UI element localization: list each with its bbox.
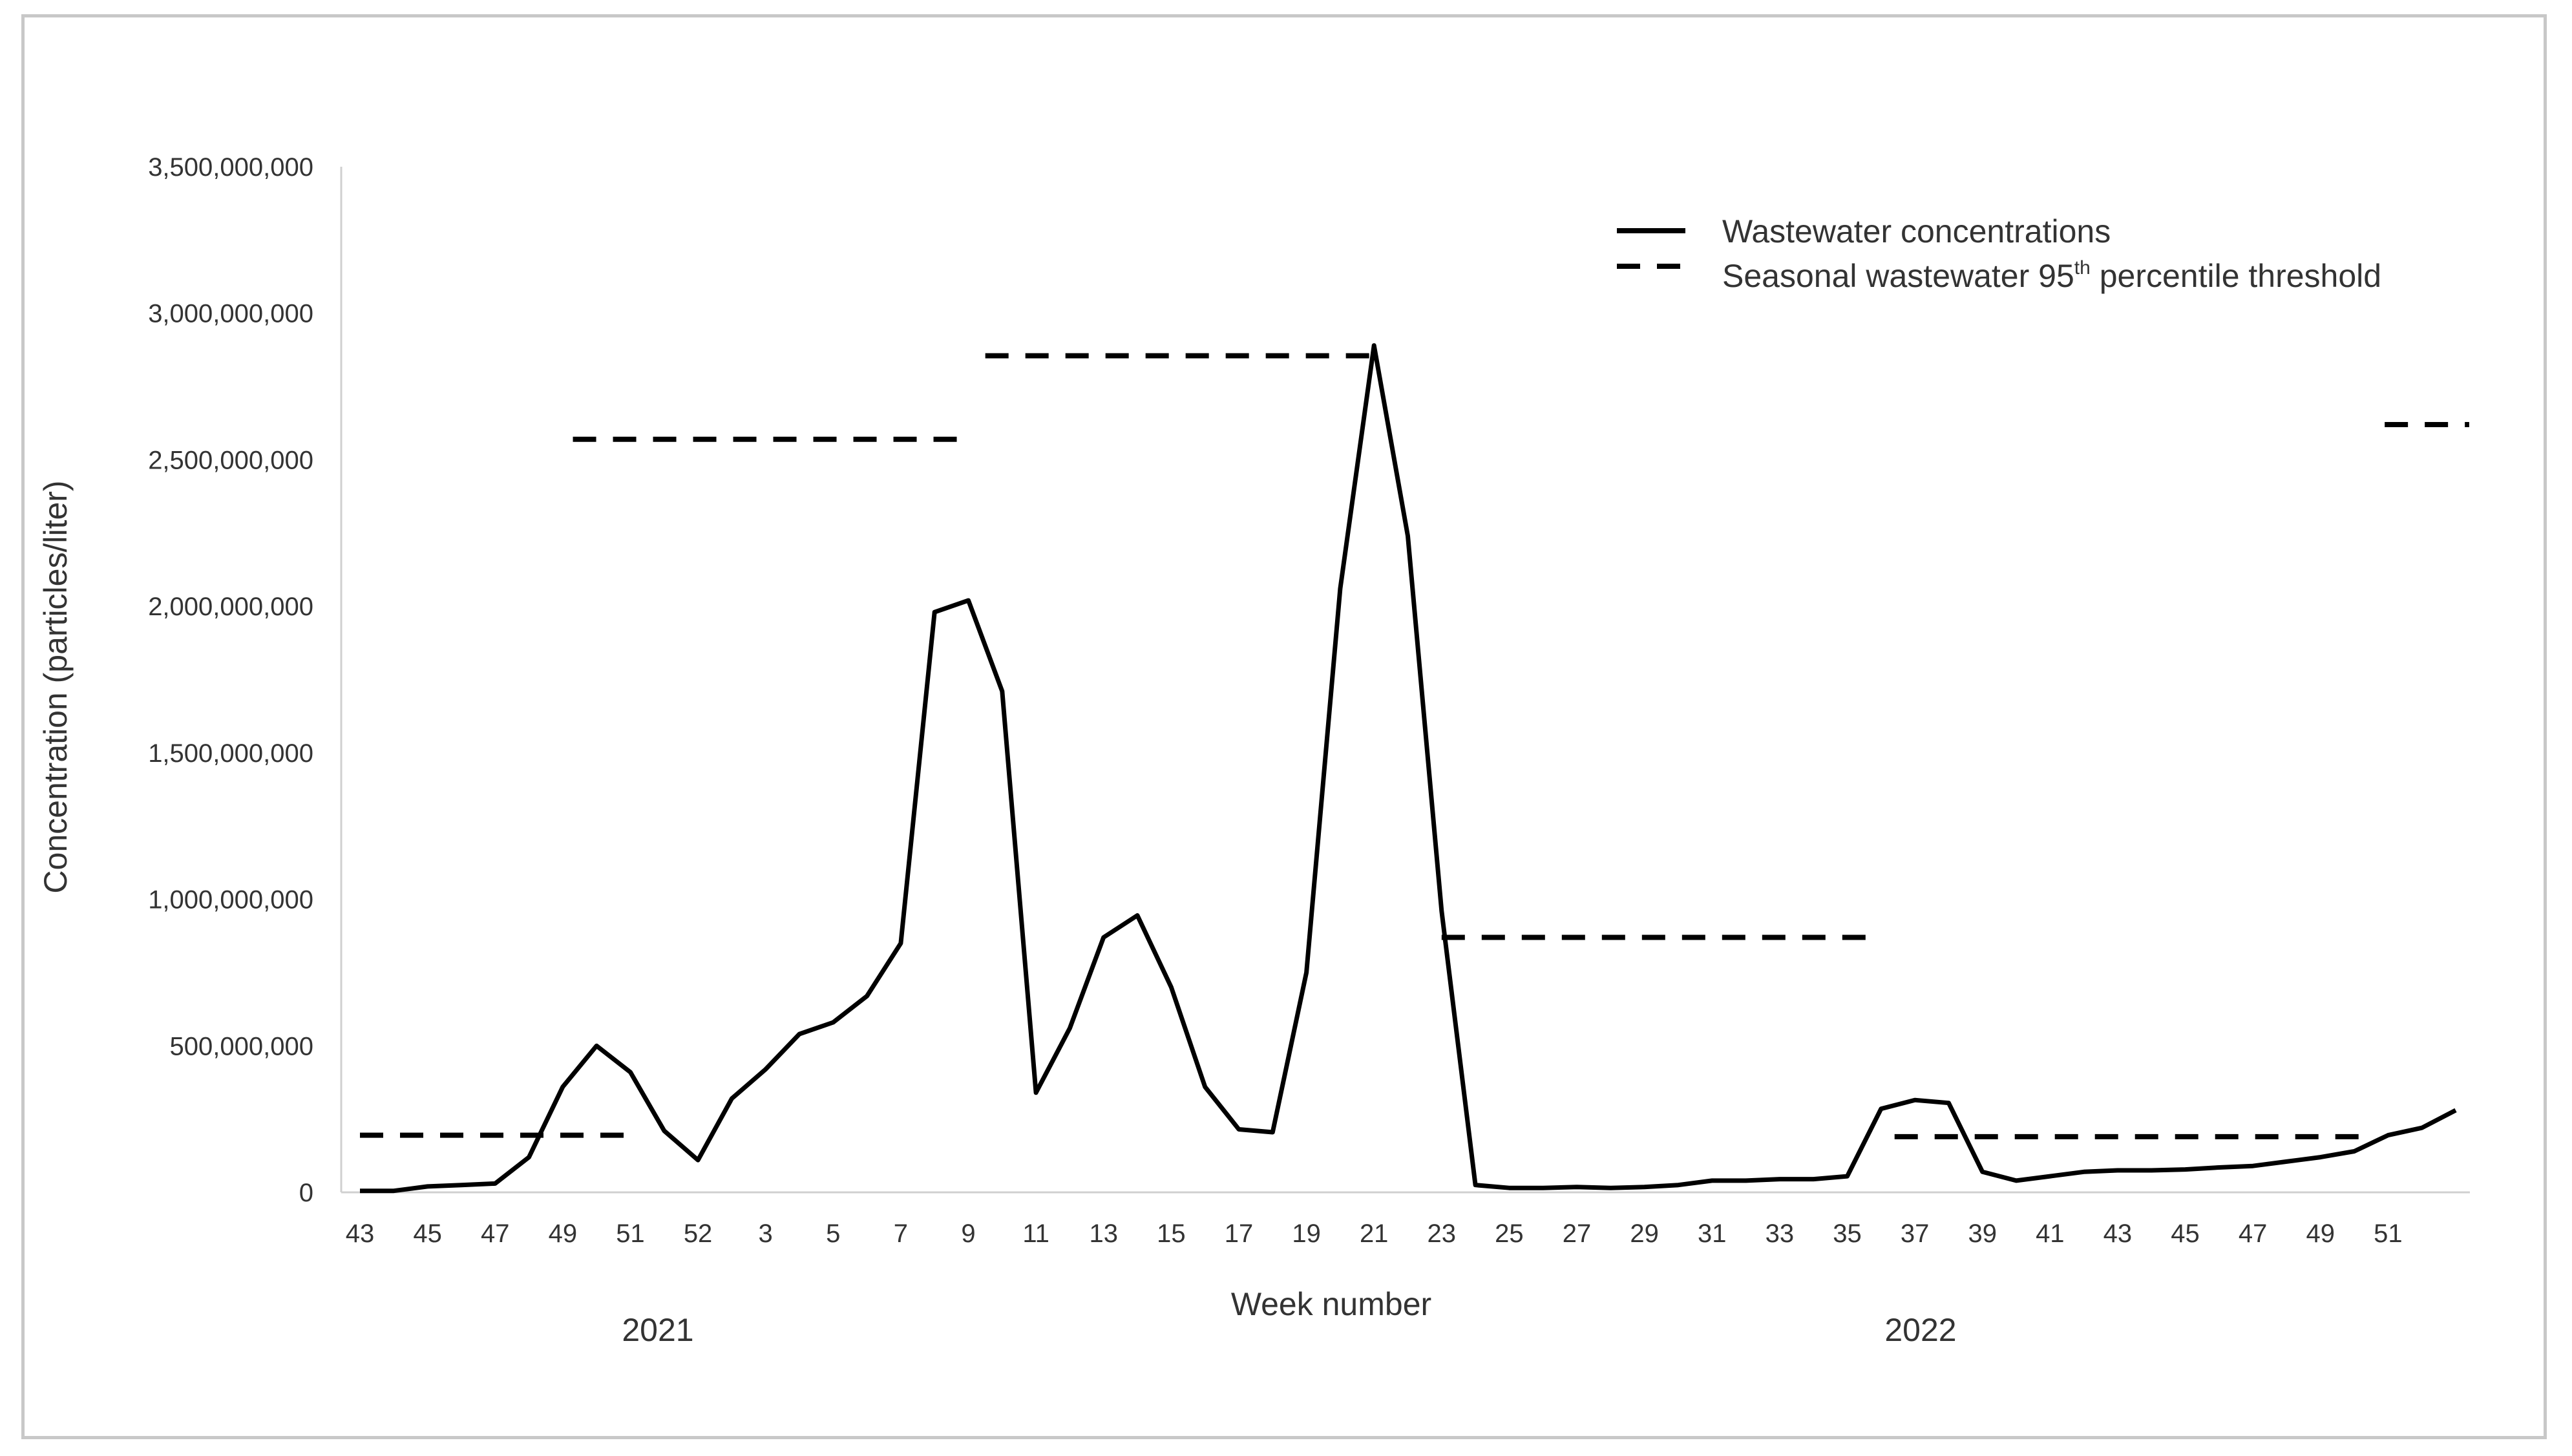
x-tick-label: 41 [2036,1219,2065,1248]
x-tick-label: 19 [1292,1219,1321,1248]
year-label-2021: 2021 [622,1312,693,1348]
concentration-line [360,343,2457,1194]
x-tick-label: 31 [1698,1219,1727,1248]
x-tick-label: 47 [2239,1219,2268,1248]
year-label-2022: 2022 [1884,1312,1956,1348]
x-tick-label: 3 [759,1219,773,1248]
x-tick-label: 33 [1766,1219,1795,1248]
x-tick-label: 29 [1630,1219,1659,1248]
y-axis-title: Concentration (particles/liter) [37,480,74,893]
chart-frame [21,14,2547,1439]
x-tick-label: 17 [1225,1219,1254,1248]
x-tick-label: 45 [2171,1219,2200,1248]
x-tick-label: 9 [961,1219,975,1248]
y-tick-labels: 0 500,000,000 1,000,000,000 1,500,000,000 2,… [148,153,313,1207]
legend-threshold-part1: Seasonal wastewater 95 [1722,258,2074,294]
x-tick-label: 7 [894,1219,908,1248]
x-tick-label: 23 [1428,1219,1457,1248]
y-tick-label: 1,000,000,000 [148,886,313,914]
x-tick-label: 35 [1833,1219,1862,1248]
x-tick-label: 49 [549,1219,578,1248]
y-tick-label: 1,500,000,000 [148,739,313,768]
x-tick-label: 51 [616,1219,645,1248]
y-tick-label: 500,000,000 [170,1032,313,1060]
x-tick-label: 43 [346,1219,375,1248]
x-tick-label: 25 [1495,1219,1524,1248]
x-tick-label: 37 [1901,1219,1930,1248]
x-tick-label: 21 [1360,1219,1389,1248]
x-tick-label: 27 [1563,1219,1592,1248]
concentration-series [360,343,2457,1194]
x-tick-label: 39 [1968,1219,1997,1248]
legend: Wastewater concentrations Seasonal waste… [1617,213,2381,294]
legend-label-concentrations: Wastewater concentrations [1722,213,2111,249]
legend-threshold-part2: percentile threshold [2091,258,2381,294]
legend-label-threshold: Seasonal wastewater 95th percentile thre… [1722,257,2381,294]
axes [340,167,2470,1194]
legend-threshold-sup: th [2074,257,2091,279]
x-tick-labels: 43 45 47 49 51 52 3 5 7 9 11 13 15 17 19 21 23 25 27 29 31 33… [346,1219,2403,1248]
x-tick-label: 49 [2306,1219,2335,1248]
y-tick-label: 3,000,000,000 [148,300,313,328]
y-tick-label: 3,500,000,000 [148,153,313,182]
x-tick-label: 43 [2103,1219,2133,1248]
x-tick-label: 51 [2374,1219,2403,1248]
x-tick-label: 11 [1022,1219,1049,1248]
x-axis-title: Week number [1231,1286,1431,1322]
x-tick-label: 52 [684,1219,713,1248]
x-tick-label: 47 [481,1219,510,1248]
x-tick-label: 45 [413,1219,442,1248]
x-tick-label: 13 [1089,1219,1118,1248]
threshold-series [360,353,2469,1139]
y-tick-label: 2,000,000,000 [148,593,313,621]
x-tick-label: 15 [1157,1219,1186,1248]
y-tick-label: 0 [299,1179,313,1207]
y-tick-label: 2,500,000,000 [148,446,313,474]
x-tick-label: 5 [826,1219,840,1248]
